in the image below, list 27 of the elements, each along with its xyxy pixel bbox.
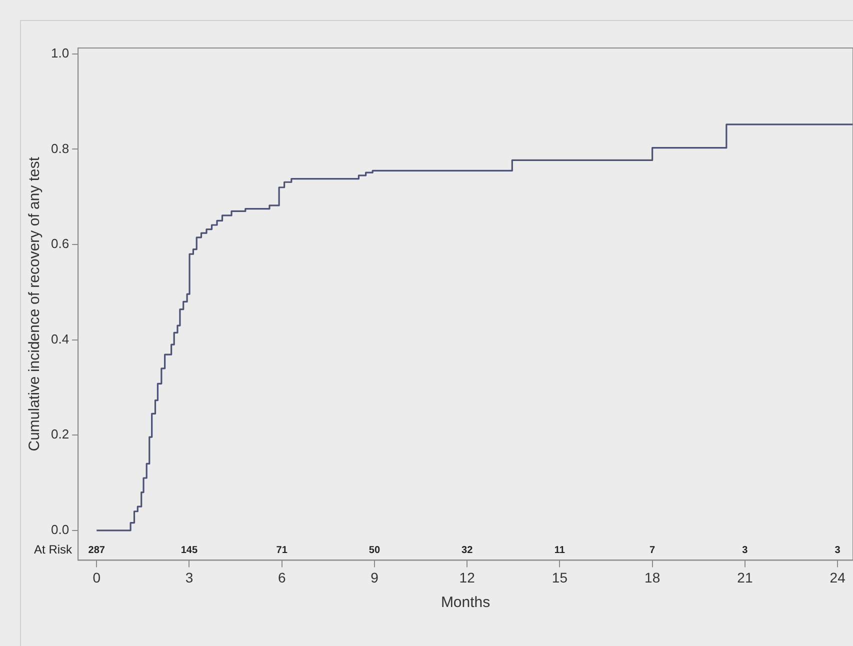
annotation: 3 (834, 544, 841, 556)
annotation: 7 (650, 544, 656, 556)
y-tick-label: 0.8 (50, 140, 70, 156)
x-tick-label: 24 (830, 569, 846, 586)
x-axis-title: Months (440, 594, 490, 612)
annotation: 145 (180, 544, 198, 556)
x-tick-label: 6 (278, 569, 286, 586)
x-tick-label: 9 (370, 569, 379, 586)
x-tick-label: 15 (552, 569, 568, 586)
y-tick-label: 0.6 (50, 236, 70, 252)
text: At Risk (34, 542, 74, 557)
y-axis-title: Cumulative incidence of recovery of any test (26, 156, 44, 452)
x-tick-label: 18 (644, 569, 660, 586)
x-tick-label: 21 (737, 569, 753, 586)
x-tick-label: 0 (92, 569, 101, 586)
annotation: 11 (554, 544, 566, 556)
y-tick-label: 0.2 (50, 426, 70, 442)
y-tick-label: 1.0 (50, 46, 70, 61)
annotation: 32 (462, 544, 474, 556)
x-tick-label: 12 (459, 569, 476, 586)
annotation: 287 (88, 544, 106, 556)
annotation: 71 (276, 544, 288, 556)
annotation: 3 (742, 544, 748, 556)
annotation: 50 (368, 544, 380, 556)
x-tick-label: 3 (185, 569, 194, 586)
y-tick-label: 0.0 (50, 522, 70, 537)
y-tick-label: 0.4 (50, 331, 70, 346)
